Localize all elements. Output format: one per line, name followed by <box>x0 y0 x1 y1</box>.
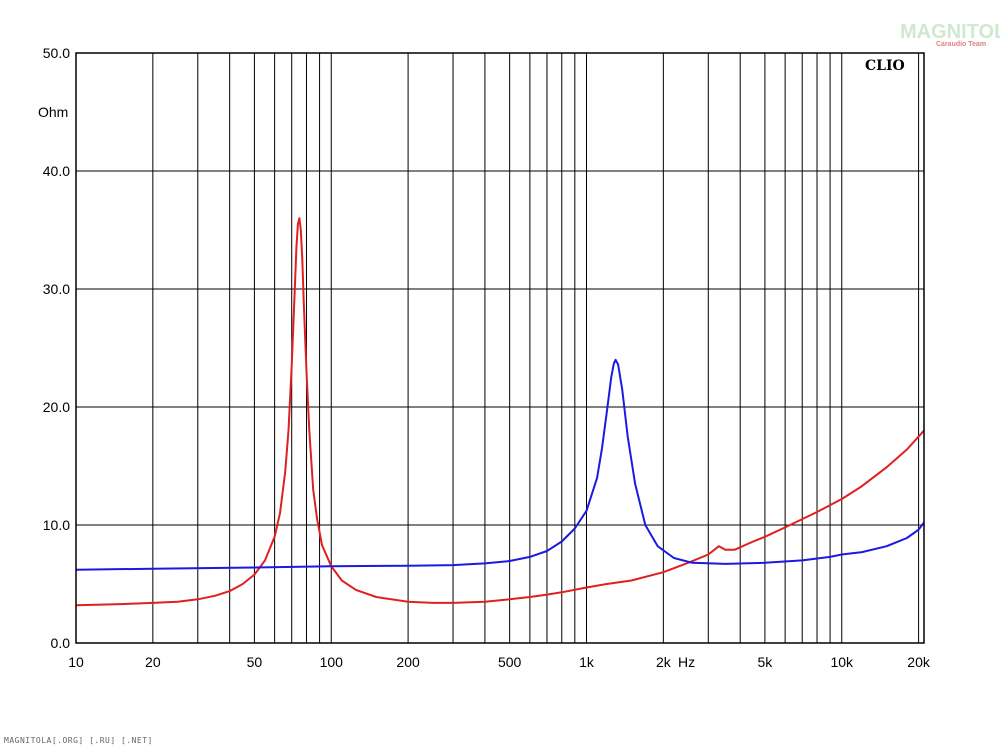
y-tick-label: 10.0 <box>43 517 70 533</box>
x-axis-unit: Hz <box>678 654 695 670</box>
x-tick-label: 500 <box>498 654 522 670</box>
x-tick-label: 100 <box>320 654 344 670</box>
x-tick-label: 2k <box>656 654 672 670</box>
y-tick-label: 30.0 <box>43 281 70 297</box>
x-tick-label: 10 <box>68 654 84 670</box>
x-tick-label: 20k <box>907 654 931 670</box>
y-tick-label: 20.0 <box>43 399 70 415</box>
footer-text: MAGNITOLA[.ORG] [.RU] [.NET] <box>4 736 153 745</box>
y-tick-label: 40.0 <box>43 163 70 179</box>
plot-area <box>76 53 924 643</box>
y-tick-label: 0.0 <box>51 635 71 651</box>
y-axis-label: Ohm <box>38 104 68 120</box>
y-tick-label: 50.0 <box>43 45 70 61</box>
watermark-subtitle: Caraudio Team <box>936 41 986 48</box>
plot-border <box>75 52 925 644</box>
x-tick-label: 1k <box>579 654 595 670</box>
x-tick-labels: 10 20 50 100 200 500 1k 2k 5k 10k 20k <box>68 654 931 670</box>
x-tick-label: 50 <box>247 654 263 670</box>
y-tick-labels: 0.0 10.0 20.0 30.0 40.0 50.0 <box>43 45 70 651</box>
x-tick-label: 200 <box>396 654 420 670</box>
clio-brand: CLIO <box>865 58 905 74</box>
x-tick-label: 20 <box>145 654 161 670</box>
series-group <box>75 217 925 607</box>
watermark-logo: MAGNITOLA <box>900 21 1000 43</box>
grid <box>75 52 924 644</box>
series-line-2 <box>75 358 925 571</box>
x-tick-label: 5k <box>758 654 774 670</box>
x-tick-label: 10k <box>830 654 854 670</box>
series-line-1 <box>75 217 925 607</box>
